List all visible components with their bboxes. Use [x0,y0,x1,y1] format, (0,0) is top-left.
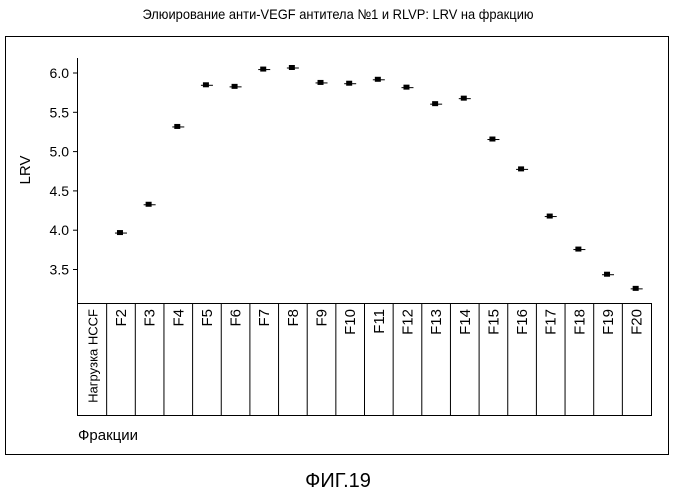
y-tick-label: 5.0 [50,144,70,160]
x-tick-label: F18 [571,309,588,335]
y-tick-label: 4.5 [50,183,70,199]
x-tick-label: F5 [199,309,216,327]
x-tick-label: F19 [600,309,617,335]
x-tick-label: F11 [371,309,388,334]
x-axis-categories: Нагрузка HCCF F2 F3 F4 F5 F6 F7 F8 F9 F10 F11 F12 F1… [85,303,645,415]
x-tick-label: Нагрузка HCCF [85,309,100,403]
x-tick-label: F15 [485,309,502,335]
y-tick-label: 3.5 [50,262,70,278]
chart: 3.5 4.0 4.5 5.0 5.5 6.0 Нагрузка HCCF F2 F3 F4 F5… [0,0,676,470]
x-tick-label: F9 [314,309,331,327]
x-axis-label: Фракции [78,427,138,444]
x-tick-label: F8 [285,309,302,327]
x-tick-label: F16 [514,309,531,335]
y-axis-ticks: 3.5 4.0 4.5 5.0 5.5 6.0 [50,65,78,278]
y-tick-label: 5.5 [50,104,70,120]
x-tick-label: F7 [256,309,273,327]
y-axis-label: LRV [17,156,34,185]
x-tick-label: F17 [543,309,560,335]
figure-caption: ФИГ.19 [0,470,676,493]
x-tick-label: F3 [142,309,159,327]
x-tick-label: F14 [457,309,474,335]
x-tick-label: F10 [342,309,359,335]
x-tick-label: F2 [113,309,130,327]
data-points [115,65,643,291]
x-tick-label: F4 [170,309,187,327]
chart-frame [6,37,669,455]
x-tick-label: F12 [399,309,416,335]
y-tick-label: 6.0 [50,65,70,81]
x-tick-label: F20 [629,309,646,335]
y-tick-label: 4.0 [50,222,70,238]
x-tick-label: F6 [228,309,245,327]
x-tick-label: F13 [428,309,445,335]
